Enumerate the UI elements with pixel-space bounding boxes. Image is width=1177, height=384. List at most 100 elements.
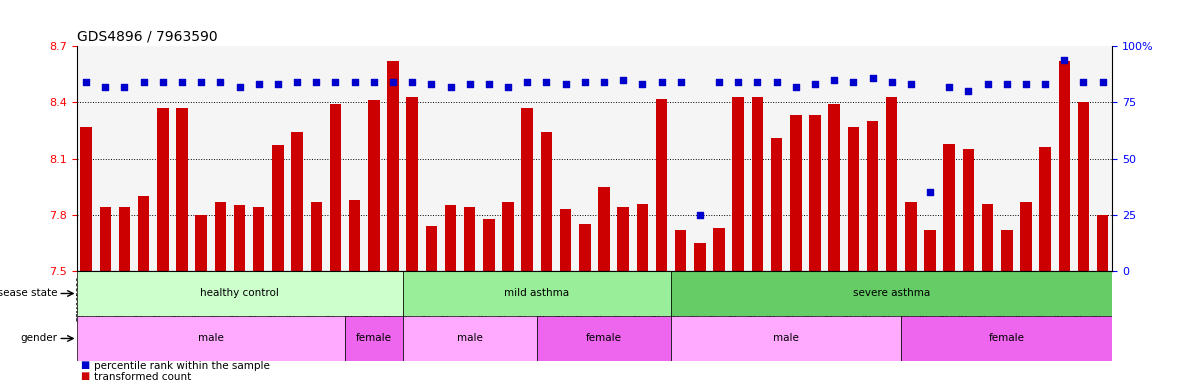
Bar bbox=[713, 228, 725, 271]
Point bbox=[518, 79, 537, 85]
Bar bbox=[540, 132, 552, 271]
Text: severe asthma: severe asthma bbox=[853, 288, 930, 298]
Point bbox=[997, 81, 1016, 88]
Bar bbox=[1078, 102, 1089, 271]
Bar bbox=[847, 127, 859, 271]
Bar bbox=[886, 97, 897, 271]
Bar bbox=[598, 187, 610, 271]
Point bbox=[825, 77, 844, 83]
Point bbox=[134, 79, 153, 85]
Point bbox=[902, 81, 920, 88]
Bar bbox=[790, 116, 802, 271]
Bar bbox=[1039, 147, 1051, 271]
Bar bbox=[348, 200, 360, 271]
Bar bbox=[771, 138, 783, 271]
FancyBboxPatch shape bbox=[671, 271, 1112, 316]
Point bbox=[499, 83, 518, 89]
Bar bbox=[560, 209, 571, 271]
Point bbox=[1036, 81, 1055, 88]
Bar bbox=[1097, 215, 1109, 271]
Text: ■: ■ bbox=[80, 360, 89, 370]
Point bbox=[345, 79, 364, 85]
Point bbox=[1055, 56, 1073, 63]
Bar bbox=[503, 202, 514, 271]
Bar bbox=[177, 108, 188, 271]
Point bbox=[594, 79, 613, 85]
Text: female: female bbox=[355, 333, 392, 343]
Text: male: male bbox=[773, 333, 799, 343]
Bar bbox=[963, 149, 975, 271]
Point bbox=[863, 74, 882, 81]
Point bbox=[95, 83, 114, 89]
Bar bbox=[464, 207, 476, 271]
Point bbox=[537, 79, 556, 85]
Point bbox=[576, 79, 594, 85]
Point bbox=[749, 79, 767, 85]
Point bbox=[729, 79, 747, 85]
Bar bbox=[253, 207, 265, 271]
Point bbox=[211, 79, 230, 85]
Point bbox=[77, 79, 95, 85]
Text: transformed count: transformed count bbox=[94, 372, 192, 382]
Point bbox=[767, 79, 786, 85]
Bar bbox=[119, 207, 131, 271]
FancyBboxPatch shape bbox=[537, 316, 671, 361]
Bar bbox=[674, 230, 686, 271]
Point bbox=[384, 79, 403, 85]
Bar bbox=[483, 218, 494, 271]
Bar bbox=[426, 226, 437, 271]
Point bbox=[173, 79, 192, 85]
Point bbox=[939, 83, 958, 89]
Bar bbox=[829, 104, 840, 271]
Bar bbox=[944, 144, 955, 271]
Point bbox=[231, 83, 250, 89]
Bar bbox=[982, 204, 993, 271]
Point bbox=[978, 81, 997, 88]
Bar bbox=[1058, 61, 1070, 271]
Text: male: male bbox=[198, 333, 224, 343]
Text: female: female bbox=[586, 333, 621, 343]
Point bbox=[479, 81, 498, 88]
Bar bbox=[866, 121, 878, 271]
Point bbox=[403, 79, 421, 85]
Point bbox=[844, 79, 863, 85]
Point bbox=[633, 81, 652, 88]
Bar bbox=[272, 146, 284, 271]
FancyBboxPatch shape bbox=[77, 271, 403, 316]
Bar bbox=[100, 207, 111, 271]
Bar bbox=[406, 97, 418, 271]
Point bbox=[557, 81, 576, 88]
Point bbox=[460, 81, 479, 88]
Bar bbox=[521, 108, 533, 271]
Text: gender: gender bbox=[20, 333, 58, 343]
Text: ■: ■ bbox=[80, 371, 89, 381]
FancyBboxPatch shape bbox=[403, 316, 537, 361]
Bar bbox=[368, 101, 379, 271]
Text: mild asthma: mild asthma bbox=[504, 288, 570, 298]
Point bbox=[959, 88, 978, 94]
Bar bbox=[618, 207, 629, 271]
Point bbox=[613, 77, 632, 83]
Bar bbox=[905, 202, 917, 271]
Bar bbox=[445, 205, 457, 271]
Point bbox=[192, 79, 211, 85]
Point bbox=[671, 79, 690, 85]
Text: percentile rank within the sample: percentile rank within the sample bbox=[94, 361, 270, 371]
Bar bbox=[138, 196, 149, 271]
Bar bbox=[1000, 230, 1012, 271]
Bar bbox=[637, 204, 649, 271]
Text: healthy control: healthy control bbox=[200, 288, 279, 298]
Bar bbox=[579, 224, 591, 271]
Point bbox=[287, 79, 306, 85]
Text: female: female bbox=[989, 333, 1025, 343]
Point bbox=[691, 212, 710, 218]
FancyBboxPatch shape bbox=[902, 316, 1112, 361]
Bar bbox=[1020, 202, 1032, 271]
Point bbox=[1017, 81, 1036, 88]
Bar bbox=[732, 97, 744, 271]
FancyBboxPatch shape bbox=[345, 316, 403, 361]
FancyBboxPatch shape bbox=[77, 316, 345, 361]
Point bbox=[1075, 79, 1093, 85]
Bar bbox=[80, 127, 92, 271]
Point bbox=[421, 81, 440, 88]
